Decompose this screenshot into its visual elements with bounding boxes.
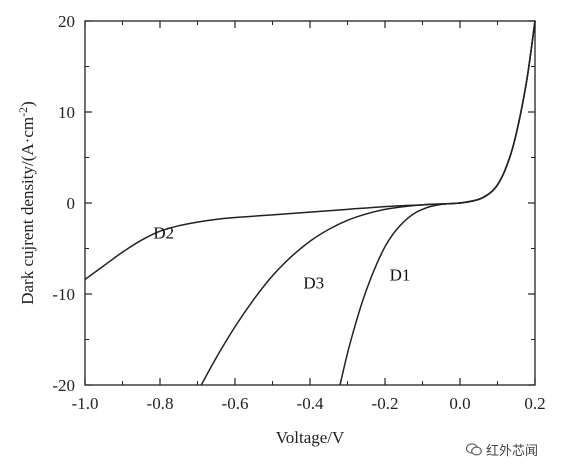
tick-labels: -1.0 -0.8 -0.6 -0.4 -0.2 0.0 0.2 20 10 0 -10 -20: [52, 12, 545, 413]
y-axis-title-sup: -2: [16, 107, 30, 117]
curve-labels: D2 D3 D1: [153, 223, 410, 292]
y-tick-label: 0: [67, 194, 76, 213]
y-axis-title: Dark cujrent density/(A·cm-2): [16, 101, 37, 305]
x-tick-label: -1.0: [72, 394, 99, 413]
watermark: 红外芯闻: [465, 440, 539, 459]
watermark-text: 红外芯闻: [486, 444, 539, 459]
label-d3: D3: [303, 274, 324, 293]
x-tick-label: 0.2: [524, 394, 545, 413]
x-tick-label: 0.0: [449, 394, 470, 413]
curve-d1: [339, 20, 536, 386]
x-tick-label: -0.8: [147, 394, 174, 413]
y-axis-title-close: ): [18, 101, 37, 107]
plot-frame: [84, 20, 536, 386]
x-tick-label: -0.6: [222, 394, 249, 413]
x-axis-title: Voltage/V: [276, 428, 345, 447]
y-tick-label: -10: [52, 285, 75, 304]
x-tick-label: -0.2: [372, 394, 399, 413]
y-tick-label: 10: [58, 103, 75, 122]
y-axis-title-main: Dark cujrent density/(A·cm: [18, 117, 37, 305]
wechat-icon: [465, 443, 482, 456]
y-tick-label: -20: [52, 376, 75, 395]
y-tick-label: 20: [58, 12, 75, 31]
curves: [84, 20, 536, 386]
axis-ticks: [84, 20, 536, 386]
label-d1: D1: [390, 265, 411, 284]
label-d2: D2: [153, 223, 174, 242]
x-tick-label: -0.4: [297, 394, 324, 413]
curve-d3: [200, 20, 536, 386]
